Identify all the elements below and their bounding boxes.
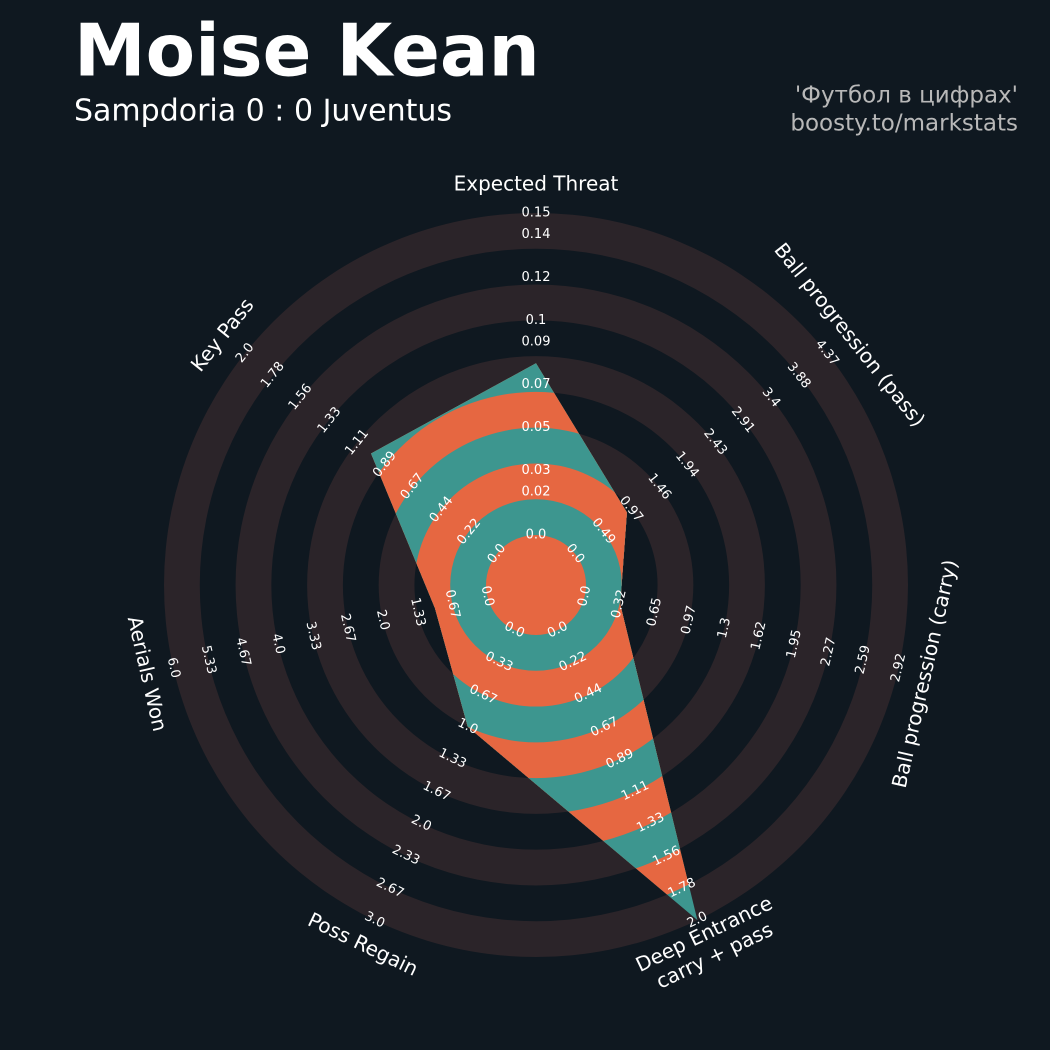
tick-label: 2.0 [373,608,392,632]
tick-label: 0.15 [522,206,551,221]
tick-label: 4.67 [232,636,253,668]
tick-label: 1.3 [715,616,734,640]
param-label: Expected Threat [454,172,619,196]
tick-label: 0.32 [609,588,630,620]
chart-subtitle: Sampdoria 0 : 0 Juventus [74,94,452,129]
tick-label: 0.67 [442,588,463,620]
tick-label: 0.05 [522,420,551,435]
tick-label: 5.33 [198,644,219,676]
tick-label: 1.95 [784,628,805,660]
tick-label: 3.33 [302,620,323,652]
tick-label: 0.0 [575,584,594,608]
tick-label: 2.27 [818,636,839,668]
tick-label: 2.67 [337,612,358,644]
tick-label: 0.0 [526,528,547,543]
tick-label: 0.02 [522,485,551,500]
tick-label: 1.62 [748,620,769,652]
tick-label: 4.0 [268,632,287,656]
tick-label: 0.0 [478,584,497,608]
tick-label: 2.59 [853,644,874,676]
tick-label: 6.0 [164,656,183,680]
tick-label: 1.33 [407,596,428,628]
tick-label: 0.65 [644,596,665,628]
tick-label: 0.09 [522,334,551,349]
chart-title: Moise Kean [74,9,540,93]
tick-label: 0.97 [678,604,699,636]
credit: boosty.to/markstats [790,111,1018,137]
tick-label: 0.03 [522,463,551,478]
tick-label: 0.14 [522,227,551,242]
tick-label: 0.1 [526,313,547,328]
tick-label: 0.12 [522,270,551,285]
tick-label: 0.07 [522,377,551,392]
credit: 'Футбол в цифрах' [795,83,1018,109]
tick-label: 2.92 [888,652,909,684]
fill-ring [486,535,586,635]
